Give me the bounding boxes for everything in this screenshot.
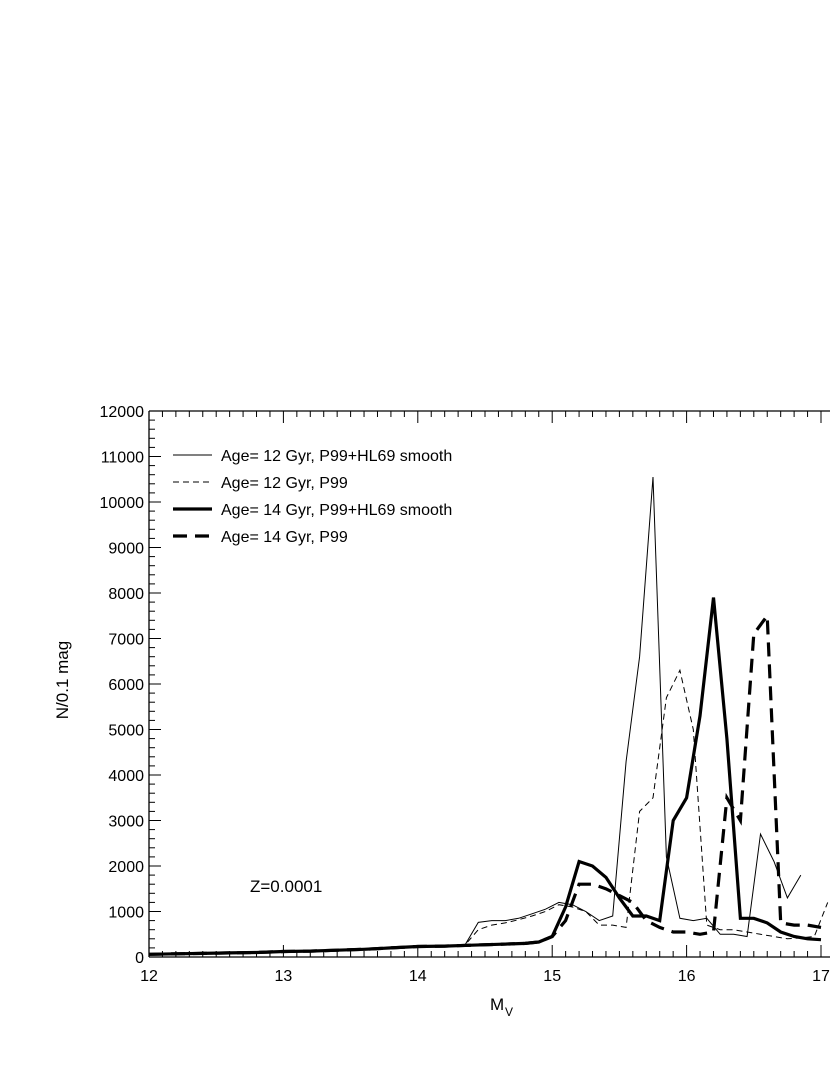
series-line-1 (148, 476, 802, 955)
x-tick-label: 16 (678, 968, 696, 985)
y-tick-label: 7000 (108, 632, 144, 649)
y-tick-label: 6000 (108, 677, 144, 694)
x-axis-label: M V (490, 995, 513, 1019)
axis-ticks: 12 13 14 15 16 17 0 1000 2000 3000 4000 5000 6000 700… (100, 404, 830, 985)
y-axis-label: N/0.1 mag (53, 641, 72, 719)
legend-label-3: Age= 14 Gyr, P99+HL69 smooth (221, 502, 452, 519)
x-tick-label: 15 (543, 968, 561, 985)
y-tick-label: 9000 (108, 541, 144, 558)
y-tick-label: 12000 (100, 404, 145, 421)
metallicity-annotation: Z=0.0001 (250, 877, 322, 896)
x-axis-label-main: M (490, 995, 504, 1014)
y-tick-label: 10000 (100, 495, 145, 512)
x-tick-label: 14 (409, 968, 427, 985)
y-tick-label: 0 (135, 950, 144, 967)
legend-label-4: Age= 14 Gyr, P99 (221, 529, 348, 546)
legend-label-1: Age= 12 Gyr, P99+HL69 smooth (221, 448, 452, 465)
y-tick-label: 5000 (108, 723, 144, 740)
legend: Age= 12 Gyr, P99+HL69 smooth Age= 12 Gyr,… (173, 448, 452, 546)
x-axis-label-subscript: V (505, 1005, 513, 1019)
x-tick-label: 12 (140, 968, 158, 985)
series-line-4 (148, 611, 822, 956)
y-tick-label: 3000 (108, 814, 144, 831)
x-tick-label: 17 (812, 968, 830, 985)
series-line-3 (148, 597, 822, 956)
x-tick-label: 13 (275, 968, 293, 985)
legend-label-2: Age= 12 Gyr, P99 (221, 475, 348, 492)
plot-frame (148, 410, 830, 958)
series-layer (148, 476, 829, 956)
y-tick-label: 4000 (108, 768, 144, 785)
y-tick-label: 2000 (108, 859, 144, 876)
y-tick-label: 11000 (101, 450, 144, 467)
y-tick-label: 1000 (108, 905, 144, 922)
y-tick-label: 8000 (108, 586, 144, 603)
